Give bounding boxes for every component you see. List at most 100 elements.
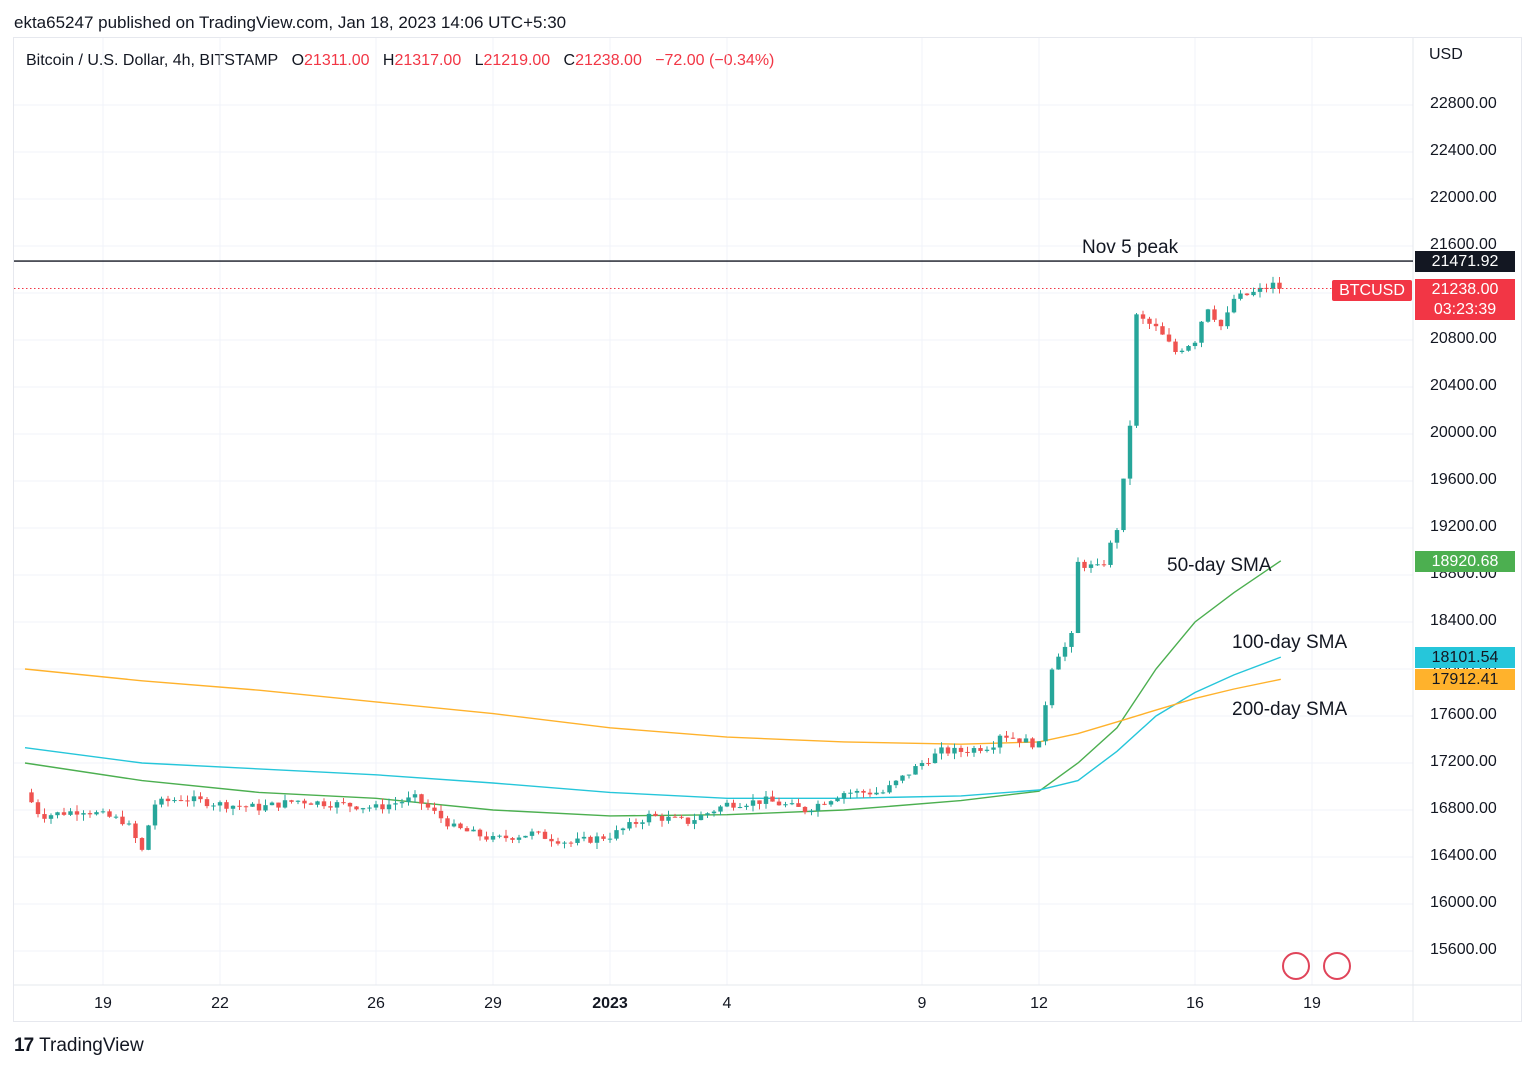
candle [1088,564,1094,568]
candle [282,800,288,808]
chart-frame [13,37,1522,1022]
candle [211,805,216,807]
candle [1108,542,1113,565]
symbol-name[interactable]: Bitcoin / U.S. Dollar, 4h, BITSTAMP [26,52,279,69]
candle [471,829,476,832]
candle [581,836,587,839]
candle [399,802,405,804]
peak-price-tag: 21471.92 [1415,251,1515,273]
candle [991,747,996,750]
candle [627,822,632,829]
candle [672,816,678,818]
candle [815,803,821,811]
candle [763,796,769,804]
y-tick-label: 20400.00 [1430,377,1497,394]
candle [42,814,47,819]
candle [113,816,119,818]
candle [880,792,886,794]
candle [1257,287,1263,292]
currency-label[interactable]: USD [1429,46,1463,63]
candle [562,842,567,844]
countdown-tag: 03:23:39 [1415,298,1515,320]
candle [289,800,294,802]
candle [666,816,671,821]
candle [367,807,372,809]
candle [224,802,229,809]
candle [35,802,41,815]
change-value: −72.00 (−0.34%) [655,52,775,69]
candle [1153,323,1159,327]
candle [425,803,431,808]
candle [243,806,249,808]
x-tick-label: 29 [484,995,502,1012]
y-tick-label: 15600.00 [1430,941,1497,958]
candle [796,803,801,807]
sma100-price-tag: 18101.54 [1415,647,1515,669]
candle [731,802,736,808]
candle [94,812,99,815]
candle [61,812,67,815]
candle [692,820,697,824]
candle [705,813,710,815]
candle [458,823,463,829]
candle [1199,321,1204,343]
open-label: O [291,52,305,69]
candle [302,800,307,804]
candle [1231,298,1237,313]
publisher-caption: ekta65247 published on TradingView.com, … [14,13,567,32]
candle [1270,282,1276,289]
candle [237,805,242,807]
candle [575,838,580,843]
candle [549,838,554,842]
footer-brand[interactable]: TradingView [39,1035,144,1056]
candle [295,800,301,802]
event-flag-icon[interactable] [1282,952,1310,980]
candle [445,818,450,827]
candle [744,805,749,808]
sma100-annotation: 100-day SMA [1232,632,1348,653]
grid [14,38,1521,1022]
candle [451,823,457,827]
x-tick-label: 2023 [592,995,628,1012]
y-tick-label: 19600.00 [1430,471,1497,488]
tradingview-logo-icon[interactable]: 17 [14,1035,34,1056]
candle [698,814,704,821]
candle [848,792,853,794]
candle [861,790,866,793]
candle [601,836,606,839]
candle [308,803,314,805]
candle [1134,314,1139,426]
y-tick-label: 22800.00 [1430,95,1497,112]
sma200-annotation: 200-day SMA [1232,699,1348,720]
candle [984,749,990,751]
candle [1192,342,1198,347]
candle [120,816,125,825]
candle [126,823,132,825]
candle [419,794,424,804]
candle [874,792,879,795]
candle [640,822,645,824]
candle [100,811,106,813]
candle [919,763,925,767]
candle [159,798,164,805]
candle [432,807,437,811]
candle [1030,738,1035,748]
candle [770,796,775,802]
ticker-tag: BTCUSD [1332,280,1412,301]
candle [172,800,177,802]
candle [737,807,743,809]
candle [529,831,535,836]
candle [1043,705,1048,742]
event-flag-icon[interactable] [1323,952,1351,980]
candle [1238,293,1243,299]
candle [926,763,931,765]
candle [867,792,873,795]
sma-line [24,668,1281,745]
y-tick-label: 20000.00 [1430,424,1497,441]
candle [620,828,626,831]
candle [1095,564,1100,566]
candle [354,806,359,810]
candle [802,806,808,813]
candle [1062,646,1068,657]
